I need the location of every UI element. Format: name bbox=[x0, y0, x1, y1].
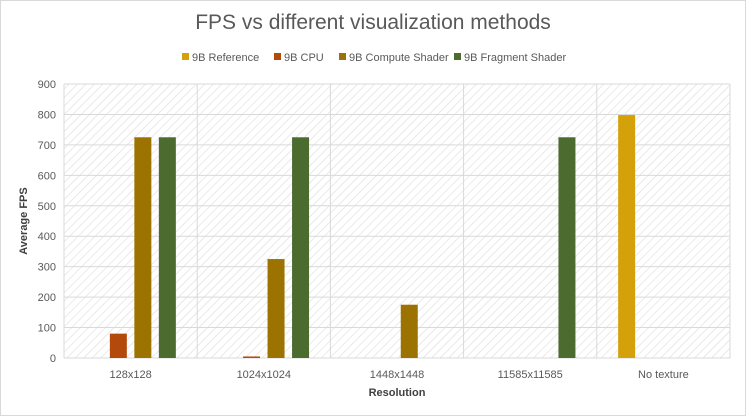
chart-title: FPS vs different visualization methods bbox=[195, 11, 551, 34]
legend-swatch bbox=[454, 53, 461, 60]
x-tick-label: 1448x1448 bbox=[370, 369, 424, 381]
bar bbox=[618, 115, 636, 358]
x-tick-label: 11585x11585 bbox=[498, 369, 563, 381]
x-axis-ticks: 128x128 1024x1024 1448x1448 11585x11585 No t… bbox=[109, 369, 688, 381]
bar bbox=[558, 137, 576, 358]
bar bbox=[134, 137, 152, 358]
bar bbox=[267, 259, 285, 358]
y-tick-label: 0 bbox=[50, 353, 56, 365]
y-tick-label: 400 bbox=[38, 231, 56, 243]
y-tick-label: 100 bbox=[38, 323, 56, 335]
legend-swatch bbox=[182, 53, 189, 60]
x-tick-label: 1024x1024 bbox=[237, 369, 291, 381]
bar bbox=[292, 137, 310, 358]
bar bbox=[109, 333, 127, 358]
legend-label: 9B Compute Shader bbox=[349, 52, 449, 64]
y-tick-label: 800 bbox=[38, 109, 56, 121]
bar bbox=[400, 304, 418, 358]
y-axis-ticks: 0 100 200 300 400 500 600 700 800 900 bbox=[38, 79, 56, 365]
bars bbox=[109, 115, 636, 358]
legend-swatch bbox=[339, 53, 346, 60]
legend-label: 9B Fragment Shader bbox=[464, 52, 566, 64]
y-axis-title: Average FPS bbox=[18, 187, 30, 254]
legend-label: 9B CPU bbox=[284, 52, 324, 64]
y-tick-label: 300 bbox=[38, 262, 56, 274]
y-tick-label: 500 bbox=[38, 201, 56, 213]
y-tick-label: 200 bbox=[38, 292, 56, 304]
bar bbox=[243, 356, 261, 358]
legend: 9B Reference 9B CPU 9B Compute Shader 9B Fr… bbox=[182, 52, 566, 64]
x-tick-label: No texture bbox=[638, 369, 689, 381]
bar bbox=[158, 137, 176, 358]
legend-swatch bbox=[274, 53, 281, 60]
x-axis-title: Resolution bbox=[369, 387, 426, 399]
x-tick-label: 128x128 bbox=[109, 369, 151, 381]
y-tick-label: 900 bbox=[38, 79, 56, 91]
y-tick-label: 700 bbox=[38, 140, 56, 152]
legend-label: 9B Reference bbox=[192, 52, 259, 64]
y-tick-label: 600 bbox=[38, 170, 56, 182]
